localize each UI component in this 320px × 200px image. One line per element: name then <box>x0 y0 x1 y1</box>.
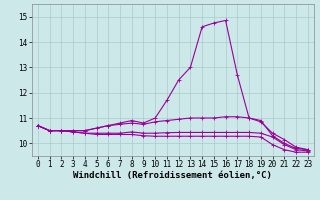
X-axis label: Windchill (Refroidissement éolien,°C): Windchill (Refroidissement éolien,°C) <box>73 171 272 180</box>
